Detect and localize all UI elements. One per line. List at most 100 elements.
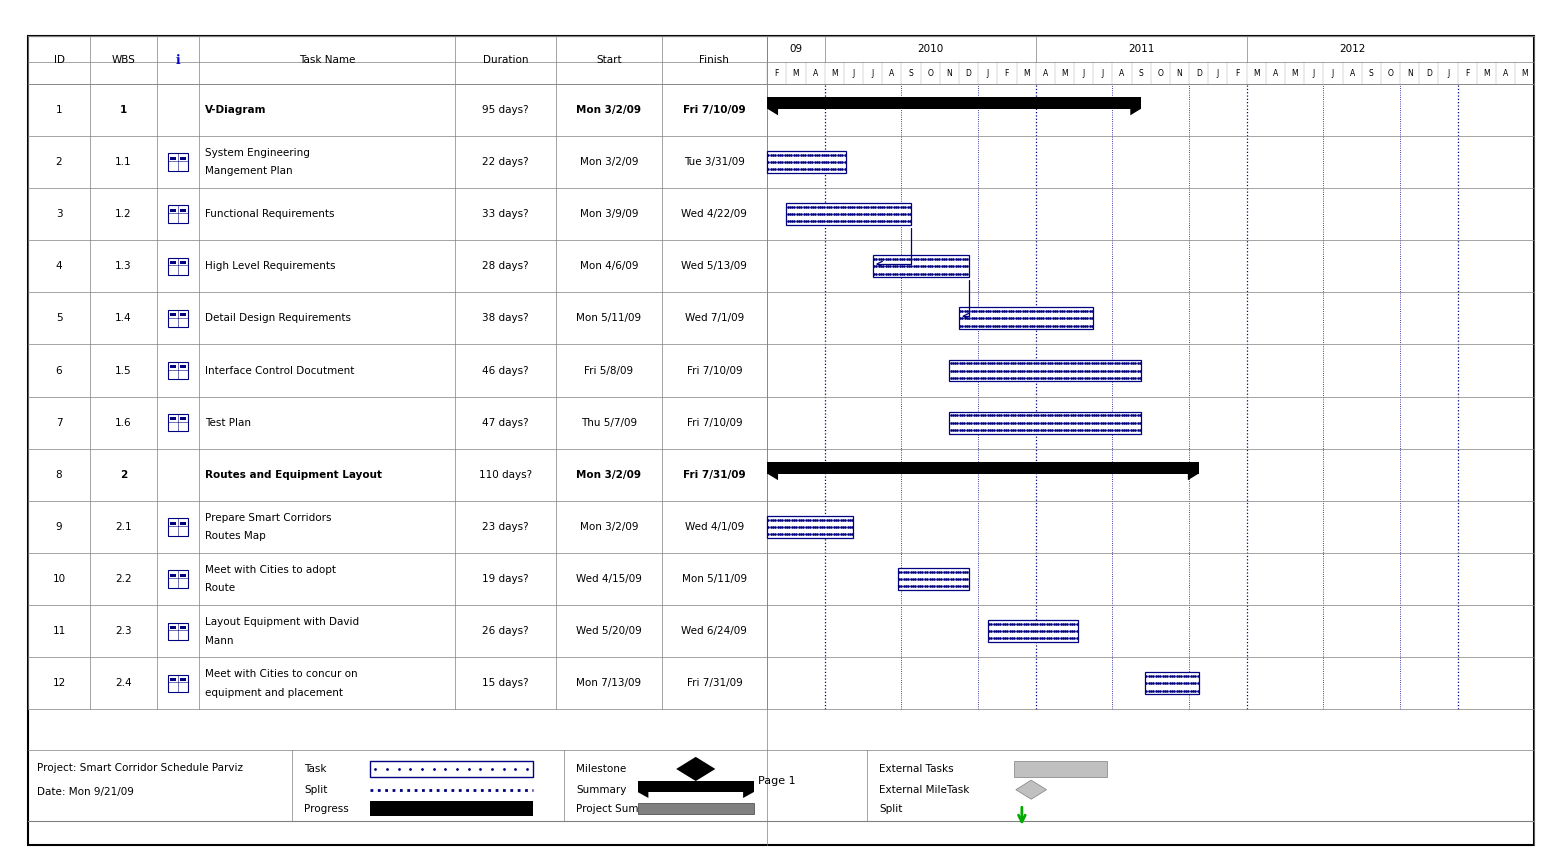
Text: 9: 9 <box>56 522 62 532</box>
Text: Mon 3/9/09: Mon 3/9/09 <box>579 209 638 219</box>
Text: Duration: Duration <box>483 55 528 65</box>
Text: F: F <box>775 68 780 78</box>
Text: 4: 4 <box>56 261 62 271</box>
Text: J: J <box>1447 68 1449 78</box>
Bar <box>169 313 175 316</box>
Text: A: A <box>1120 68 1124 78</box>
Text: Task Name: Task Name <box>298 55 356 65</box>
Text: M: M <box>792 68 800 78</box>
Text: M: M <box>1023 68 1030 78</box>
Polygon shape <box>1131 109 1141 115</box>
Bar <box>180 261 186 264</box>
Bar <box>168 675 188 692</box>
Text: Routes Map: Routes Map <box>205 531 266 541</box>
Text: Layout Equipment with David: Layout Equipment with David <box>205 617 359 626</box>
Text: 47 days?: 47 days? <box>481 417 530 428</box>
Text: F: F <box>1464 68 1469 78</box>
Text: 2.1: 2.1 <box>115 522 132 532</box>
Text: M: M <box>1253 68 1259 78</box>
Bar <box>370 761 533 777</box>
Text: Fri 7/31/09: Fri 7/31/09 <box>686 678 742 689</box>
Bar <box>988 620 1078 642</box>
Bar <box>169 365 175 368</box>
Text: Fri 7/10/09: Fri 7/10/09 <box>683 105 745 115</box>
Text: Wed 4/22/09: Wed 4/22/09 <box>682 209 747 219</box>
Text: Detail Design Requirements: Detail Design Requirements <box>205 314 351 323</box>
Bar <box>958 308 1093 329</box>
Polygon shape <box>676 757 716 781</box>
Bar <box>180 313 186 316</box>
Text: Mon 3/2/09: Mon 3/2/09 <box>579 522 638 532</box>
Bar <box>169 626 175 629</box>
Bar <box>767 151 846 173</box>
Text: A: A <box>1350 68 1354 78</box>
Text: Mon 3/2/09: Mon 3/2/09 <box>576 105 641 115</box>
Text: F: F <box>1235 68 1239 78</box>
Text: O: O <box>1157 68 1163 78</box>
Text: Project: Smart Corridor Schedule Parviz: Project: Smart Corridor Schedule Parviz <box>37 763 244 773</box>
Text: D: D <box>1426 68 1432 78</box>
Text: 2.3: 2.3 <box>115 626 132 636</box>
Bar <box>370 801 533 816</box>
Text: 1: 1 <box>56 105 62 115</box>
Text: 1.5: 1.5 <box>115 365 132 376</box>
Bar <box>168 362 188 379</box>
Text: ID: ID <box>53 55 65 65</box>
Text: 2: 2 <box>56 157 62 167</box>
Text: 1.3: 1.3 <box>115 261 132 271</box>
Text: Fri 7/10/09: Fri 7/10/09 <box>686 365 742 376</box>
Bar <box>169 522 175 524</box>
Text: Wed 5/13/09: Wed 5/13/09 <box>682 261 747 271</box>
Bar <box>1014 761 1107 777</box>
Text: A: A <box>1273 68 1278 78</box>
Text: A: A <box>1042 68 1048 78</box>
Text: Split: Split <box>879 804 902 814</box>
Bar <box>767 461 1199 473</box>
Text: 8: 8 <box>56 470 62 480</box>
Text: Start: Start <box>596 55 621 65</box>
Text: Split: Split <box>304 785 328 795</box>
Bar <box>168 154 188 171</box>
Text: Progress: Progress <box>304 804 349 814</box>
Polygon shape <box>767 473 778 480</box>
Text: Mon 4/6/09: Mon 4/6/09 <box>579 261 638 271</box>
Text: ℹ: ℹ <box>175 54 180 67</box>
Text: N: N <box>1407 68 1413 78</box>
Text: F: F <box>1005 68 1009 78</box>
Polygon shape <box>742 792 755 798</box>
Text: 2: 2 <box>120 470 127 480</box>
Bar <box>786 203 912 226</box>
Bar <box>169 261 175 264</box>
Text: 5: 5 <box>56 314 62 323</box>
Text: M: M <box>1061 68 1068 78</box>
Text: Tue 3/31/09: Tue 3/31/09 <box>683 157 745 167</box>
Text: Mon 3/2/09: Mon 3/2/09 <box>576 470 641 480</box>
Text: O: O <box>927 68 933 78</box>
Text: V-Diagram: V-Diagram <box>205 105 267 115</box>
Text: 10: 10 <box>53 574 65 584</box>
Text: 26 days?: 26 days? <box>481 626 530 636</box>
Text: Wed 5/20/09: Wed 5/20/09 <box>576 626 641 636</box>
Bar <box>169 209 175 212</box>
Bar <box>168 622 188 639</box>
Text: 2010: 2010 <box>918 44 943 54</box>
Text: N: N <box>946 68 952 78</box>
Text: Wed 7/1/09: Wed 7/1/09 <box>685 314 744 323</box>
Text: J: J <box>1101 68 1104 78</box>
Text: 2.4: 2.4 <box>115 678 132 689</box>
Text: 110 days?: 110 days? <box>478 470 533 480</box>
Bar <box>168 257 188 275</box>
Text: Mon 5/11/09: Mon 5/11/09 <box>576 314 641 323</box>
Text: J: J <box>1332 68 1334 78</box>
Bar <box>169 417 175 421</box>
Bar <box>949 359 1141 382</box>
Text: 28 days?: 28 days? <box>481 261 530 271</box>
Text: 1: 1 <box>120 105 127 115</box>
Text: Wed 6/24/09: Wed 6/24/09 <box>682 626 747 636</box>
Text: A: A <box>890 68 895 78</box>
Text: 33 days?: 33 days? <box>481 209 530 219</box>
Text: Mon 3/2/09: Mon 3/2/09 <box>579 157 638 167</box>
Bar <box>180 209 186 212</box>
Text: J: J <box>1312 68 1315 78</box>
Bar <box>169 156 175 160</box>
